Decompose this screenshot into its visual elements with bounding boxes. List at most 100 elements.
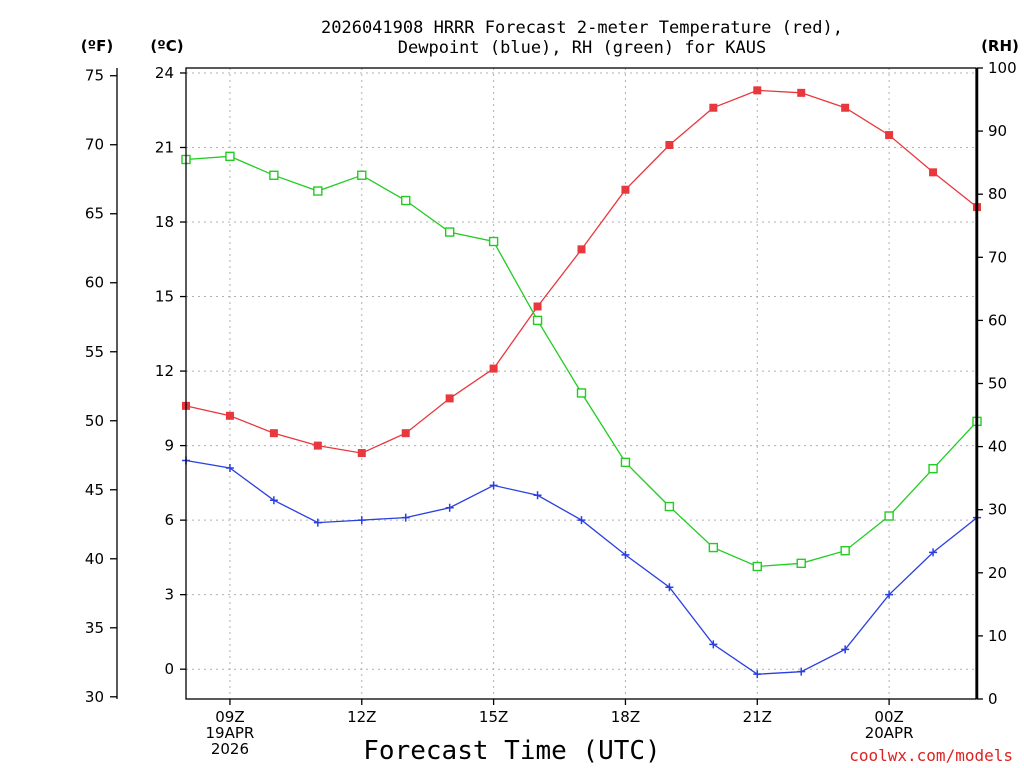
temperature-point	[533, 302, 542, 311]
rh-point	[664, 501, 675, 512]
dewpoint-point	[797, 667, 806, 676]
rh-point	[313, 186, 323, 196]
dewpoint-point	[841, 645, 850, 654]
chart-title-line2: Dewpoint (blue), RH (green) for KAUS	[398, 38, 766, 58]
fahrenheit-tick-label: 50	[85, 412, 104, 430]
rh-point	[576, 388, 587, 398]
rh-point	[357, 170, 367, 180]
rh-point	[752, 561, 762, 572]
dewpoint-point	[533, 491, 542, 500]
celsius-tick-label: 15	[155, 288, 174, 306]
fahrenheit-tick-label: 30	[85, 688, 104, 706]
dewpoint-point	[401, 513, 410, 522]
rh-tick-label: 10	[988, 627, 1007, 645]
temperature-point	[929, 168, 938, 177]
celsius-tick-label: 18	[155, 213, 174, 231]
dewpoint-point	[929, 548, 938, 557]
chart-title-line1: 2026041908 HRRR Forecast 2-meter Tempera…	[321, 18, 843, 38]
temperature-point	[313, 441, 322, 450]
dewpoint-point	[885, 590, 894, 599]
celsius-tick-label: 3	[164, 586, 174, 604]
rh-point	[796, 558, 806, 569]
series-group	[181, 86, 982, 679]
fahrenheit-tick-label: 35	[85, 619, 104, 637]
series-layer	[181, 86, 982, 679]
rh-point	[840, 546, 850, 556]
dewpoint-point	[753, 670, 762, 679]
x-tick-label: 2026	[211, 740, 249, 758]
dewpoint-line	[185, 459, 978, 675]
rh-point	[225, 151, 235, 162]
rh-tick-label: 30	[988, 501, 1007, 519]
fahrenheit-tick-label: 55	[85, 343, 104, 361]
temperature-point	[665, 141, 674, 150]
dewpoint-point	[709, 640, 718, 649]
fahrenheit-tick-label: 70	[85, 136, 104, 154]
rh-point	[488, 236, 499, 247]
x-tick-label: 21Z	[743, 708, 772, 726]
rh-point	[884, 511, 894, 521]
fahrenheit-tick-label: 75	[85, 67, 104, 85]
rh-tick-label: 90	[988, 122, 1007, 140]
rh-tick-label: 100	[988, 59, 1017, 77]
temperature-point	[225, 411, 234, 420]
rh-tick-label: 60	[988, 311, 1007, 329]
celsius-tick-label: 6	[164, 511, 174, 529]
rh-point	[620, 457, 631, 468]
temperature-point	[709, 103, 718, 112]
dewpoint-point	[225, 463, 234, 472]
dewpoint-point	[313, 518, 322, 527]
x-tick-label: 20APR	[865, 724, 914, 742]
plot-frame	[185, 67, 977, 700]
temperature-point	[357, 449, 366, 458]
temperature-point	[577, 245, 586, 254]
dewpoint-point	[269, 496, 278, 505]
temperature-point	[401, 429, 410, 438]
celsius-tick-label: 21	[155, 138, 174, 156]
fahrenheit-tick-label: 65	[85, 205, 104, 223]
x-tick-label: 15Z	[479, 708, 508, 726]
celsius-unit-label: (ºC)	[150, 37, 183, 55]
temperature-point	[797, 88, 806, 97]
x-tick-label: 19APR	[206, 724, 255, 742]
rh-point	[708, 542, 719, 553]
celsius-tick-label: 9	[164, 437, 174, 455]
temperature-point	[841, 103, 850, 112]
rh-unit-label: (RH)	[981, 37, 1019, 55]
temperature-point	[445, 394, 454, 403]
axes-layer: 0 3 6 9 12 15 18 21 24 30 35 40 45 50 55 60 65 70 75 0 10 20 3…	[85, 59, 1017, 758]
dewpoint-point	[445, 503, 454, 512]
rh-point	[928, 463, 938, 474]
rh-tick-label: 20	[988, 564, 1007, 582]
rh-point	[401, 195, 411, 206]
dewpoint-point	[577, 516, 586, 525]
temperature-point	[489, 364, 498, 373]
fahrenheit-tick-label: 45	[85, 481, 104, 499]
rh-tick-label: 80	[988, 185, 1007, 203]
dewpoint-point	[621, 550, 630, 559]
x-tick-label: 00Z	[874, 708, 903, 726]
fahrenheit-tick-label: 40	[85, 550, 104, 568]
rh-point	[444, 227, 455, 237]
rh-line	[185, 155, 978, 568]
temperature-point	[621, 185, 630, 194]
rh-point	[269, 170, 279, 180]
x-axis-label: Forecast Time (UTC)	[363, 736, 660, 766]
celsius-tick-label: 24	[155, 64, 174, 82]
temperature-point	[753, 86, 762, 95]
rh-tick-label: 50	[988, 375, 1007, 393]
rh-tick-label: 0	[988, 690, 998, 708]
celsius-tick-label: 0	[164, 660, 174, 678]
dewpoint-point	[489, 481, 498, 490]
temperature-line	[185, 89, 978, 454]
celsius-tick-label: 12	[155, 362, 174, 380]
x-tick-label: 12Z	[347, 708, 376, 726]
fahrenheit-unit-label: (ºF)	[81, 37, 113, 55]
fahrenheit-tick-label: 60	[85, 274, 104, 292]
credit-text: coolwx.com/models	[849, 746, 1013, 765]
dewpoint-point	[357, 516, 366, 525]
grid	[186, 68, 977, 699]
rh-tick-label: 70	[988, 248, 1007, 266]
temperature-point	[269, 429, 278, 438]
